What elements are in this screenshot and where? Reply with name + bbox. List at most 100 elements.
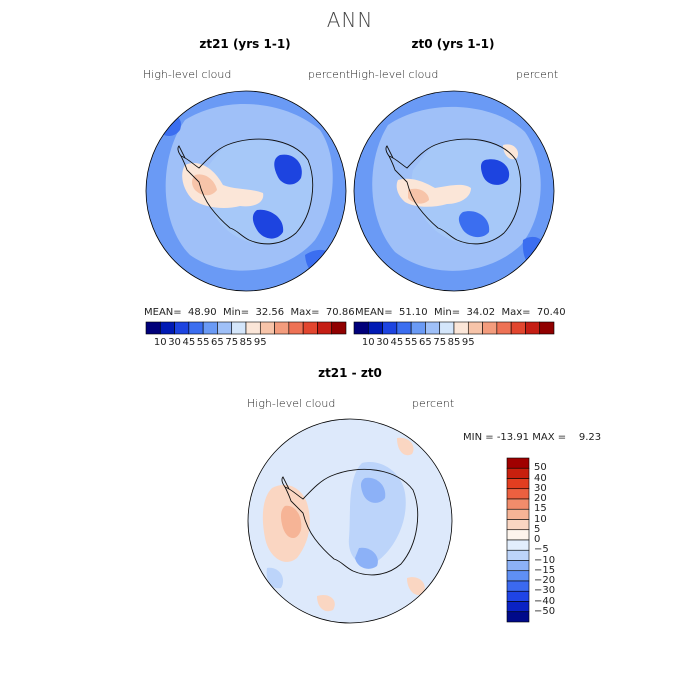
colorbar-swatch (506, 560, 530, 572)
colorbar-swatch (302, 321, 318, 335)
colorbar-swatch (506, 590, 530, 602)
colorbar-swatch (453, 321, 469, 335)
colorbar-tick-label: 10 (534, 513, 547, 525)
map-peninsula (385, 145, 394, 159)
colorbar-swatch (506, 488, 530, 500)
colorbar-tick-label: 15 (534, 503, 547, 515)
map-outline (353, 90, 555, 292)
colorbar-swatch (367, 321, 383, 335)
colorbar-swatch (506, 519, 530, 531)
map-peninsula (177, 145, 186, 159)
panel-1-colorbar (145, 321, 347, 335)
colorbar-tick-label: 55 (404, 337, 418, 348)
diff-max-value: 9.23 (578, 432, 602, 443)
colorbar-tick-label: 45 (390, 337, 404, 348)
map-warm-patch (182, 162, 264, 208)
min-value: 32.56 (255, 307, 285, 318)
colorbar-tick-label: 45 (182, 337, 196, 348)
colorbar-swatch (217, 321, 233, 335)
diff-warm-spot (317, 594, 335, 612)
panel-2-map (353, 90, 555, 292)
colorbar-swatch (496, 321, 512, 335)
colorbar-tick-label: 0 (534, 534, 541, 545)
colorbar-tick-label: 10 (153, 337, 167, 348)
colorbar-swatch (382, 321, 398, 335)
diff-cool-spot (266, 567, 284, 589)
colorbar-swatch (467, 321, 483, 335)
colorbar-tick-label: 10 (361, 337, 375, 348)
colorbar-tick-label: 65 (211, 337, 224, 348)
colorbar-swatch (506, 611, 530, 623)
map-warm-core (192, 174, 217, 196)
diff-cool-core (355, 547, 378, 569)
colorbar-swatch (145, 321, 161, 335)
colorbar-swatch (274, 321, 290, 335)
colorbar-tick-label: −15 (534, 564, 556, 576)
diff-map-outline (247, 418, 453, 624)
min-label: Min= (223, 307, 250, 318)
diff-stats: MIN = -13.91 MAX = 9.23 (463, 432, 601, 443)
diff-warm-spot (397, 437, 414, 456)
colorbar-swatch (159, 321, 175, 335)
diff-min-value: -13.91 (496, 432, 530, 443)
panel-2-units-label: percent (516, 68, 559, 81)
colorbar-swatch (525, 321, 541, 335)
colorbar-tick-label: 55 (196, 337, 210, 348)
min-value: 34.02 (466, 307, 496, 318)
mean-label: MEAN= (355, 307, 393, 318)
panel-2-colorbar-ticks: 10 30 45 55 65 75 85 95 (354, 337, 554, 351)
colorbar-tick-label: −40 (534, 595, 556, 607)
colorbar-tick-label: 30 (168, 337, 181, 348)
colorbar-swatch (510, 321, 526, 335)
diff-max-label: MAX = (532, 432, 567, 443)
colorbar-swatch (506, 539, 530, 551)
colorbar-tick-label: 85 (239, 337, 253, 348)
diff-units-label: percent (412, 397, 455, 410)
diff-warm-core (280, 505, 302, 539)
colorbar-swatch (245, 321, 261, 335)
colorbar-tick-label: 20 (534, 493, 547, 504)
colorbar-tick-label: 30 (534, 482, 547, 494)
panel-1-stats: MEAN= 48.90 Min= 32.56 Max= 70.86 (144, 307, 355, 318)
map-dark-core-2 (458, 211, 490, 238)
colorbar-swatch (396, 321, 412, 335)
colorbar-tick-label: −30 (534, 585, 556, 597)
colorbar-swatch (202, 321, 218, 335)
colorbar-swatch (259, 321, 275, 335)
map-outline (145, 90, 347, 292)
map-dark-core-1 (274, 154, 302, 185)
colorbar-tick-label: 95 (253, 337, 267, 348)
colorbar-swatch (188, 321, 204, 335)
colorbar-swatch (506, 601, 530, 613)
diff-peninsula (281, 476, 290, 490)
diff-colorbar-ticks: 50 40 30 20 15 10 5 0 −5 −10 −15 −20 −30 −40 −50 (534, 458, 574, 622)
panel-1-colorbar-ticks: 10 30 45 55 65 75 85 95 (146, 337, 346, 351)
colorbar-swatch (506, 478, 530, 490)
min-label: Min= (434, 307, 461, 318)
colorbar-tick-label: 75 (433, 337, 447, 348)
colorbar-swatch (506, 529, 530, 541)
colorbar-tick-label: 40 (534, 472, 547, 484)
colorbar-swatch (506, 467, 530, 479)
colorbar-tick-label: −5 (534, 544, 549, 556)
mean-value: 48.90 (188, 307, 217, 318)
panel-2-stats: MEAN= 51.10 Min= 34.02 Max= 70.40 (355, 307, 566, 318)
map-dark-core-2 (252, 209, 284, 239)
colorbar-swatch (331, 321, 347, 335)
colorbar-swatch (506, 580, 530, 592)
colorbar-tick-label: −20 (534, 575, 556, 586)
mean-label: MEAN= (144, 307, 182, 318)
panel-1-title: zt21 (yrs 1-1) (199, 37, 291, 51)
colorbar-swatch (506, 549, 530, 561)
colorbar-tick-label: −10 (534, 554, 556, 566)
colorbar-tick-label: −50 (534, 605, 556, 617)
colorbar-swatch (506, 457, 530, 469)
colorbar-swatch (174, 321, 190, 335)
colorbar-swatch (506, 508, 530, 520)
diff-variable-label: High-level cloud (247, 397, 336, 410)
diff-colorbar (506, 457, 530, 623)
max-value: 70.40 (536, 307, 566, 318)
map-dark-ocean (305, 249, 336, 277)
colorbar-tick-label: 50 (534, 462, 547, 474)
colorbar-swatch (410, 321, 426, 335)
